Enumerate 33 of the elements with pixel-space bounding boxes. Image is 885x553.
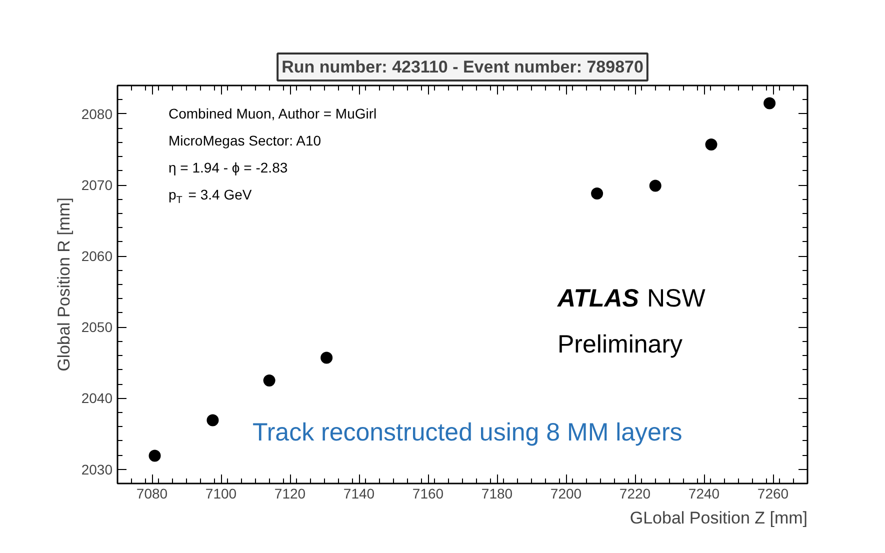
chart-title: Run number: 423110 - Event number: 789870 xyxy=(282,58,644,76)
x-tick-label: 7220 xyxy=(619,486,651,502)
y-tick-label: 2050 xyxy=(81,319,113,336)
x-tick-label: 7140 xyxy=(343,486,375,502)
x-tick-label: 7240 xyxy=(688,486,720,502)
point xyxy=(320,352,333,364)
x-tick-label: 7080 xyxy=(136,486,168,502)
point xyxy=(649,180,662,192)
y-tick-label: 2040 xyxy=(81,390,113,406)
x-tick-label: 7180 xyxy=(481,486,513,502)
y-axis-title: Global Position R [mm] xyxy=(54,198,74,372)
point xyxy=(764,97,776,110)
x-tick-label: 7260 xyxy=(757,486,789,502)
x-tick-label: 7200 xyxy=(550,486,582,502)
annotation: Track reconstructed using 8 MM layers xyxy=(252,418,682,446)
point xyxy=(263,374,276,386)
annotation: ATLAS NSW xyxy=(556,284,706,312)
x-axis-title: GLobal Position Z [mm] xyxy=(630,508,808,528)
point xyxy=(206,414,219,426)
point xyxy=(591,188,604,200)
annotation: Combined Muon, Author = MuGirl xyxy=(168,106,377,122)
x-tick-label: 7160 xyxy=(412,486,444,502)
annotation: MicroMegas Sector: A10 xyxy=(168,132,322,148)
x-tick-label: 7120 xyxy=(274,486,306,502)
y-tick-label: 2070 xyxy=(81,177,113,193)
annotation: η = 1.94 - ϕ = -2.83 xyxy=(168,160,288,176)
x-tick-label: 7100 xyxy=(205,486,237,502)
annotation: Preliminary xyxy=(558,330,684,358)
y-tick-label: 2060 xyxy=(81,248,113,264)
point xyxy=(705,138,718,150)
y-tick-label: 2080 xyxy=(81,106,113,122)
y-tick-label: 2030 xyxy=(81,461,113,478)
point xyxy=(148,450,161,462)
